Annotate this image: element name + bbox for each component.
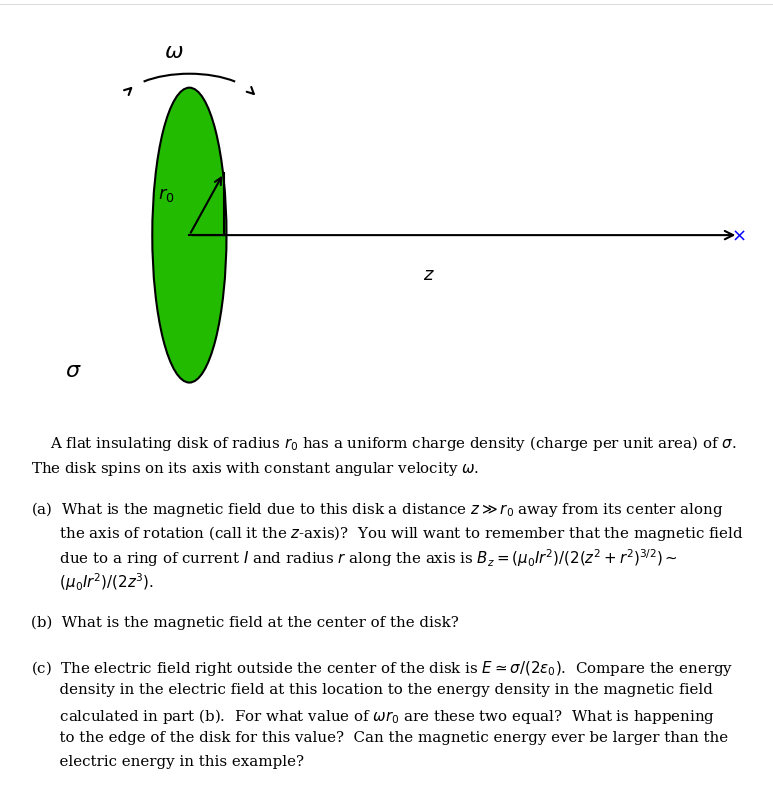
Text: density in the electric field at this location to the energy density in the magn: density in the electric field at this lo… <box>31 683 713 697</box>
Text: $\sigma$: $\sigma$ <box>65 359 82 382</box>
Text: (c)  The electric field right outside the center of the disk is $E \simeq \sigma: (c) The electric field right outside the… <box>31 659 734 678</box>
Text: $\omega$: $\omega$ <box>164 41 184 63</box>
Text: A flat insulating disk of radius $r_0$ has a uniform charge density (charge per : A flat insulating disk of radius $r_0$ h… <box>31 434 737 453</box>
Ellipse shape <box>152 88 226 383</box>
Text: to the edge of the disk for this value?  Can the magnetic energy ever be larger : to the edge of the disk for this value? … <box>31 731 728 745</box>
Text: The disk spins on its axis with constant angular velocity $\omega$.: The disk spins on its axis with constant… <box>31 460 479 478</box>
Text: due to a ring of current $I$ and radius $r$ along the axis is $B_z = (\mu_0 I r^: due to a ring of current $I$ and radius … <box>31 548 678 569</box>
Text: (a)  What is the magnetic field due to this disk a distance $z \gg r_0$ away fro: (a) What is the magnetic field due to th… <box>31 500 724 519</box>
Text: $z$: $z$ <box>423 266 435 284</box>
Text: $\times$: $\times$ <box>731 226 745 244</box>
Text: (b)  What is the magnetic field at the center of the disk?: (b) What is the magnetic field at the ce… <box>31 615 458 630</box>
Text: calculated in part (b).  For what value of $\omega r_0$ are these two equal?  Wh: calculated in part (b). For what value o… <box>31 707 715 726</box>
Text: electric energy in this example?: electric energy in this example? <box>31 755 304 769</box>
Text: the axis of rotation (call it the $z$-axis)?  You will want to remember that the: the axis of rotation (call it the $z$-ax… <box>31 524 744 543</box>
Text: $(\mu_0 I r^2)/(2z^3)$.: $(\mu_0 I r^2)/(2z^3)$. <box>31 571 154 593</box>
Text: $r_0$: $r_0$ <box>158 186 175 204</box>
